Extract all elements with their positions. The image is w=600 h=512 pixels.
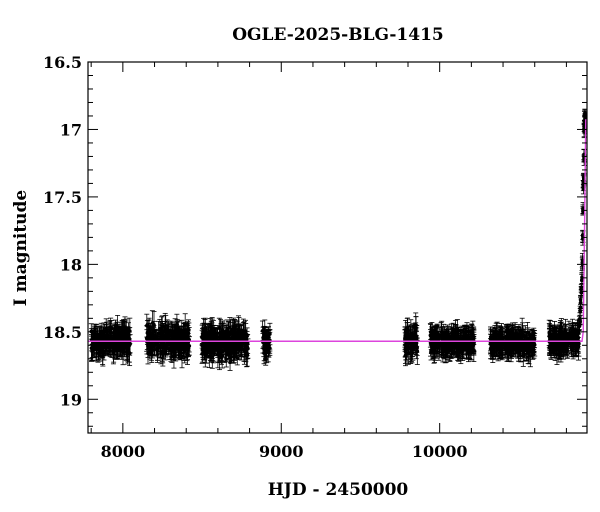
point-marker	[111, 349, 116, 354]
point-marker	[201, 329, 206, 334]
point-marker	[158, 328, 163, 333]
point-marker	[218, 344, 223, 349]
point-marker	[232, 331, 236, 336]
point-marker	[126, 333, 131, 338]
point-marker	[181, 330, 186, 334]
data-point	[126, 327, 132, 343]
point-marker	[409, 348, 414, 353]
point-marker	[90, 346, 95, 350]
point-marker	[240, 346, 244, 350]
data-point	[171, 323, 177, 348]
point-marker	[164, 343, 168, 348]
plot-area	[88, 108, 587, 371]
point-marker	[107, 337, 111, 341]
point-marker	[244, 347, 248, 352]
point-marker	[413, 322, 418, 327]
point-marker	[403, 336, 407, 341]
point-marker	[104, 333, 109, 338]
point-marker	[233, 350, 237, 354]
point-marker	[162, 336, 167, 340]
data-point	[149, 346, 155, 363]
point-marker	[122, 336, 126, 341]
point-marker	[171, 348, 176, 352]
data-point	[96, 334, 102, 354]
data-point	[106, 329, 112, 349]
point-marker	[173, 342, 178, 347]
point-marker	[159, 346, 163, 350]
point-marker	[91, 335, 95, 339]
data-point	[104, 321, 110, 350]
point-marker	[146, 351, 150, 356]
point-marker	[204, 334, 209, 339]
point-marker	[208, 331, 213, 336]
point-marker	[115, 325, 120, 330]
point-marker	[149, 352, 154, 357]
data-point	[185, 329, 191, 347]
point-marker	[109, 326, 114, 330]
point-marker	[96, 342, 101, 347]
point-marker	[409, 331, 413, 336]
data-point	[145, 342, 151, 365]
data-points	[88, 108, 587, 371]
point-marker	[207, 354, 212, 359]
point-marker	[150, 332, 154, 336]
chart-title: OGLE-2025-BLG-1415	[232, 25, 444, 45]
point-marker	[225, 327, 229, 331]
point-marker	[260, 329, 265, 333]
point-marker	[169, 330, 173, 334]
data-point	[117, 324, 123, 353]
data-point	[110, 339, 116, 365]
point-marker	[239, 342, 244, 347]
point-marker	[185, 336, 190, 340]
data-point	[154, 337, 160, 363]
data-point	[112, 325, 118, 348]
point-marker	[200, 352, 204, 356]
point-marker	[112, 334, 117, 339]
point-marker	[118, 336, 122, 341]
point-marker	[212, 345, 217, 349]
point-marker	[127, 351, 132, 355]
point-marker	[171, 333, 176, 338]
data-point	[121, 325, 127, 352]
point-marker	[101, 337, 106, 341]
point-marker	[241, 330, 246, 334]
point-marker	[185, 347, 190, 352]
data-point	[161, 325, 167, 351]
point-marker	[214, 333, 219, 338]
data-point	[127, 343, 133, 363]
point-marker	[107, 329, 112, 334]
point-marker	[235, 335, 239, 340]
point-marker	[155, 348, 160, 353]
